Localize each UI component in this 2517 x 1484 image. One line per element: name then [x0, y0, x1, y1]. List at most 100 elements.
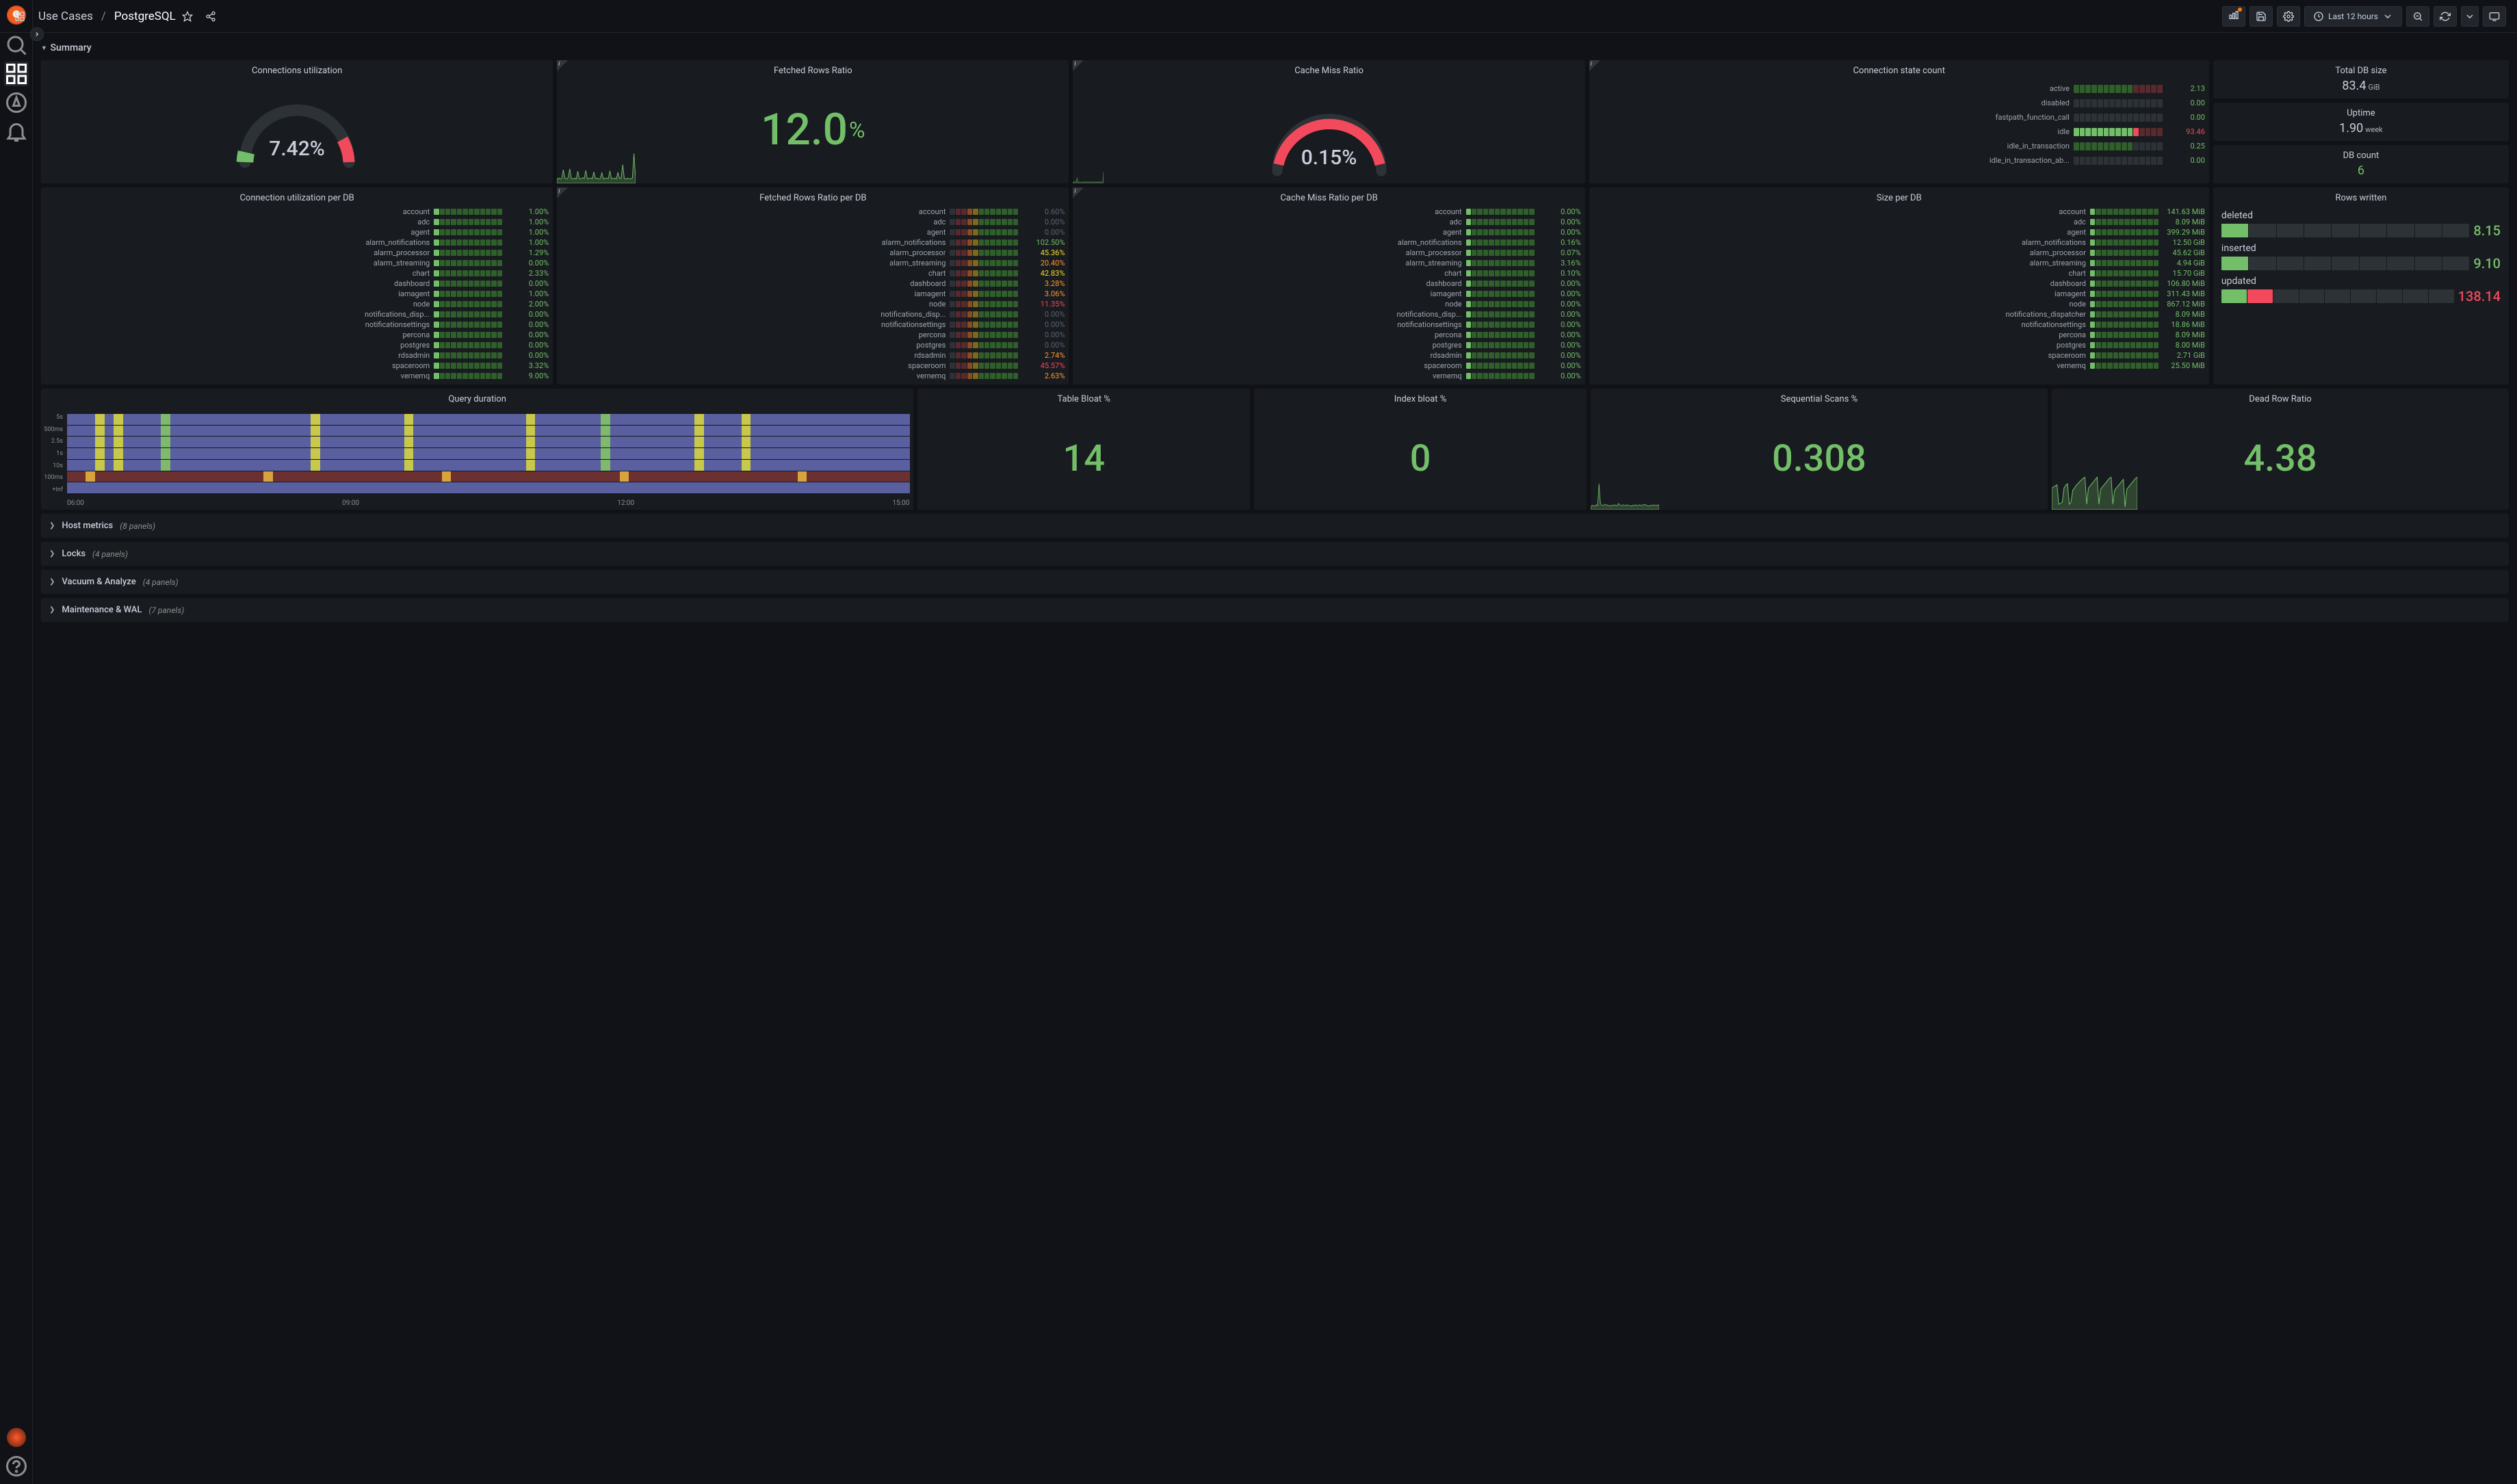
- stat-cells: [1466, 281, 1535, 287]
- settings-button[interactable]: [2277, 6, 2300, 27]
- rw-label: updated: [2221, 276, 2501, 287]
- rail-explore-icon[interactable]: [4, 90, 29, 115]
- stat-label: idle: [1593, 127, 2070, 136]
- stat-row: alarm_processor 45.36%: [561, 248, 1065, 257]
- stat-label: idle_in_transaction: [1593, 142, 2070, 151]
- rail-search-icon[interactable]: [4, 33, 29, 57]
- collapsed-section[interactable]: ❯ Locks (4 panels): [41, 542, 2509, 566]
- stat-row: rdsadmin 0.00%: [45, 351, 549, 360]
- stat-value: 0.00: [2167, 113, 2205, 122]
- panel-title: Fetched Rows Ratio per DB: [557, 187, 1069, 206]
- big-unit: %: [849, 117, 865, 143]
- breadcrumb[interactable]: Use Cases / PostgreSQL: [38, 10, 176, 23]
- breadcrumb-folder[interactable]: Use Cases: [38, 10, 93, 23]
- stat-label: disabled: [1593, 99, 2070, 107]
- stat-value: 0.00%: [1539, 218, 1581, 226]
- stat-cells: [2090, 239, 2159, 246]
- chevron-right-icon: ❯: [49, 522, 55, 530]
- stat-label: adc: [1077, 218, 1461, 226]
- stat-value: 0.00%: [1539, 289, 1581, 298]
- stat-label: alarm_streaming: [1593, 259, 2086, 268]
- rail-avatar[interactable]: [7, 1428, 26, 1447]
- panel-fetched-ratio[interactable]: Fetched Rows Ratio 12.0 %: [557, 60, 1069, 183]
- stat-cells: [1466, 260, 1535, 266]
- panel-query-duration[interactable]: Query duration 5s500ms2.5s1s10s100ms+Inf…: [41, 389, 913, 510]
- stat-cells: [1466, 291, 1535, 297]
- panel-total-db-size[interactable]: Total DB size 83.4GiB: [2213, 60, 2509, 99]
- stat-cells: [950, 291, 1018, 297]
- stat-row: alarm_notifications 12.50 GiB: [1593, 238, 2205, 247]
- stat-cells: [2074, 85, 2163, 93]
- collapsed-section[interactable]: ❯ Vacuum & Analyze (4 panels): [41, 570, 2509, 594]
- panel-conn-state[interactable]: Connection state count active 2.13disabl…: [1589, 60, 2209, 183]
- save-button[interactable]: [2249, 6, 2273, 27]
- stat-label: node: [1077, 300, 1461, 309]
- rail-help-icon[interactable]: [4, 1454, 29, 1479]
- stat-value: 2.74%: [1022, 351, 1065, 360]
- stat-value: 0.00%: [506, 341, 549, 350]
- stat-cells: [434, 260, 502, 266]
- stat-cells: [1466, 373, 1535, 379]
- tv-mode-button[interactable]: [2483, 6, 2506, 27]
- panel-miss-per-db[interactable]: Cache Miss Ratio per DB account 0.00%adc…: [1073, 187, 1584, 385]
- star-icon[interactable]: [176, 6, 199, 27]
- stat-cells: [434, 342, 502, 348]
- panel-uptime[interactable]: Uptime 1.90week: [2213, 103, 2509, 141]
- stat-row: postgres 0.00%: [1077, 341, 1580, 350]
- panel-table-bloat[interactable]: Table Bloat % 14: [917, 389, 1250, 510]
- refresh-button[interactable]: [2434, 6, 2457, 27]
- stat-value: 2.33%: [506, 269, 549, 278]
- collapsed-section[interactable]: ❯ Maintenance & WAL (7 panels): [41, 598, 2509, 622]
- panel-index-bloat[interactable]: Index bloat % 0: [1254, 389, 1587, 510]
- refresh-interval-button[interactable]: [2461, 6, 2479, 27]
- panel-db-count[interactable]: DB count 6: [2213, 145, 2509, 183]
- panel-dead-row[interactable]: Dead Row Ratio 4.38: [2052, 389, 2509, 510]
- collapsed-section[interactable]: ❯ Host metrics (8 panels): [41, 514, 2509, 538]
- chevron-right-icon: ❯: [49, 550, 55, 558]
- panel-conn-util[interactable]: Connections utilization 7.42%: [41, 60, 553, 183]
- collapsed-name: Locks: [62, 549, 86, 559]
- stat-label: chart: [1077, 269, 1461, 278]
- stat-value: 0.00%: [506, 259, 549, 268]
- stat-label: dashboard: [45, 279, 430, 288]
- panel-cache-miss[interactable]: Cache Miss Ratio 0.15%: [1073, 60, 1584, 183]
- dashboards-icon[interactable]: [8, 6, 31, 27]
- stat-row: notificationsettings 0.00%: [45, 320, 549, 329]
- collapsed-count: (4 panels): [92, 549, 128, 559]
- panel-rows-written[interactable]: Rows written deleted 8.15inserted 9.10up…: [2213, 187, 2509, 385]
- stat-cells: [2090, 332, 2159, 338]
- panel-seq-scans[interactable]: Sequential Scans % 0.308: [1591, 389, 2048, 510]
- right-mini-column: Total DB size 83.4GiB Uptime 1.90week DB…: [2213, 60, 2509, 183]
- stat-value: 4.94 GiB: [2163, 259, 2205, 268]
- stat-row: percona 0.00%: [45, 330, 549, 339]
- breadcrumb-name[interactable]: PostgreSQL: [114, 10, 176, 23]
- panel-fetched-per-db[interactable]: Fetched Rows Ratio per DB account 0.60%a…: [557, 187, 1069, 385]
- stat-value: 0.00%: [1539, 228, 1581, 237]
- collapsed-name: Host metrics: [62, 521, 113, 531]
- panel-title: Index bloat %: [1254, 389, 1587, 407]
- section-summary-toggle[interactable]: ▸ Summary: [41, 38, 2509, 60]
- stat-row: alarm_streaming 3.16%: [1077, 259, 1580, 268]
- share-icon[interactable]: [199, 6, 222, 27]
- stat-label: spaceroom: [561, 361, 945, 370]
- stat-row: dashboard 106.80 MiB: [1593, 279, 2205, 288]
- stat-label: alarm_processor: [45, 248, 430, 257]
- rw-value: 9.10: [2473, 255, 2501, 272]
- stat-value: 15.70 GiB: [2163, 269, 2205, 278]
- time-range-picker[interactable]: Last 12 hours: [2304, 6, 2402, 27]
- rail-dashboards-icon[interactable]: [4, 62, 29, 86]
- collapse-rail-button[interactable]: [30, 27, 44, 41]
- stat-cells: [1466, 301, 1535, 307]
- rail-alerting-icon[interactable]: [4, 119, 29, 144]
- panel-size-per-db[interactable]: Size per DB account 141.63 MiBadc 8.09 M…: [1589, 187, 2209, 385]
- add-panel-button[interactable]: [2222, 6, 2245, 27]
- zoom-out-button[interactable]: [2406, 6, 2429, 27]
- stat-cells: [950, 260, 1018, 266]
- stat-label: idle_in_transaction_ab...: [1593, 156, 2070, 165]
- panel-conn-per-db[interactable]: Connection utilization per DB account 1.…: [41, 187, 553, 385]
- panel-title: Connections utilization: [41, 60, 553, 79]
- stat-label: alarm_notifications: [1593, 238, 2086, 247]
- stat-row: agent 0.00%: [561, 228, 1065, 237]
- stat-label: spaceroom: [45, 361, 430, 370]
- stat-cells: [1466, 250, 1535, 256]
